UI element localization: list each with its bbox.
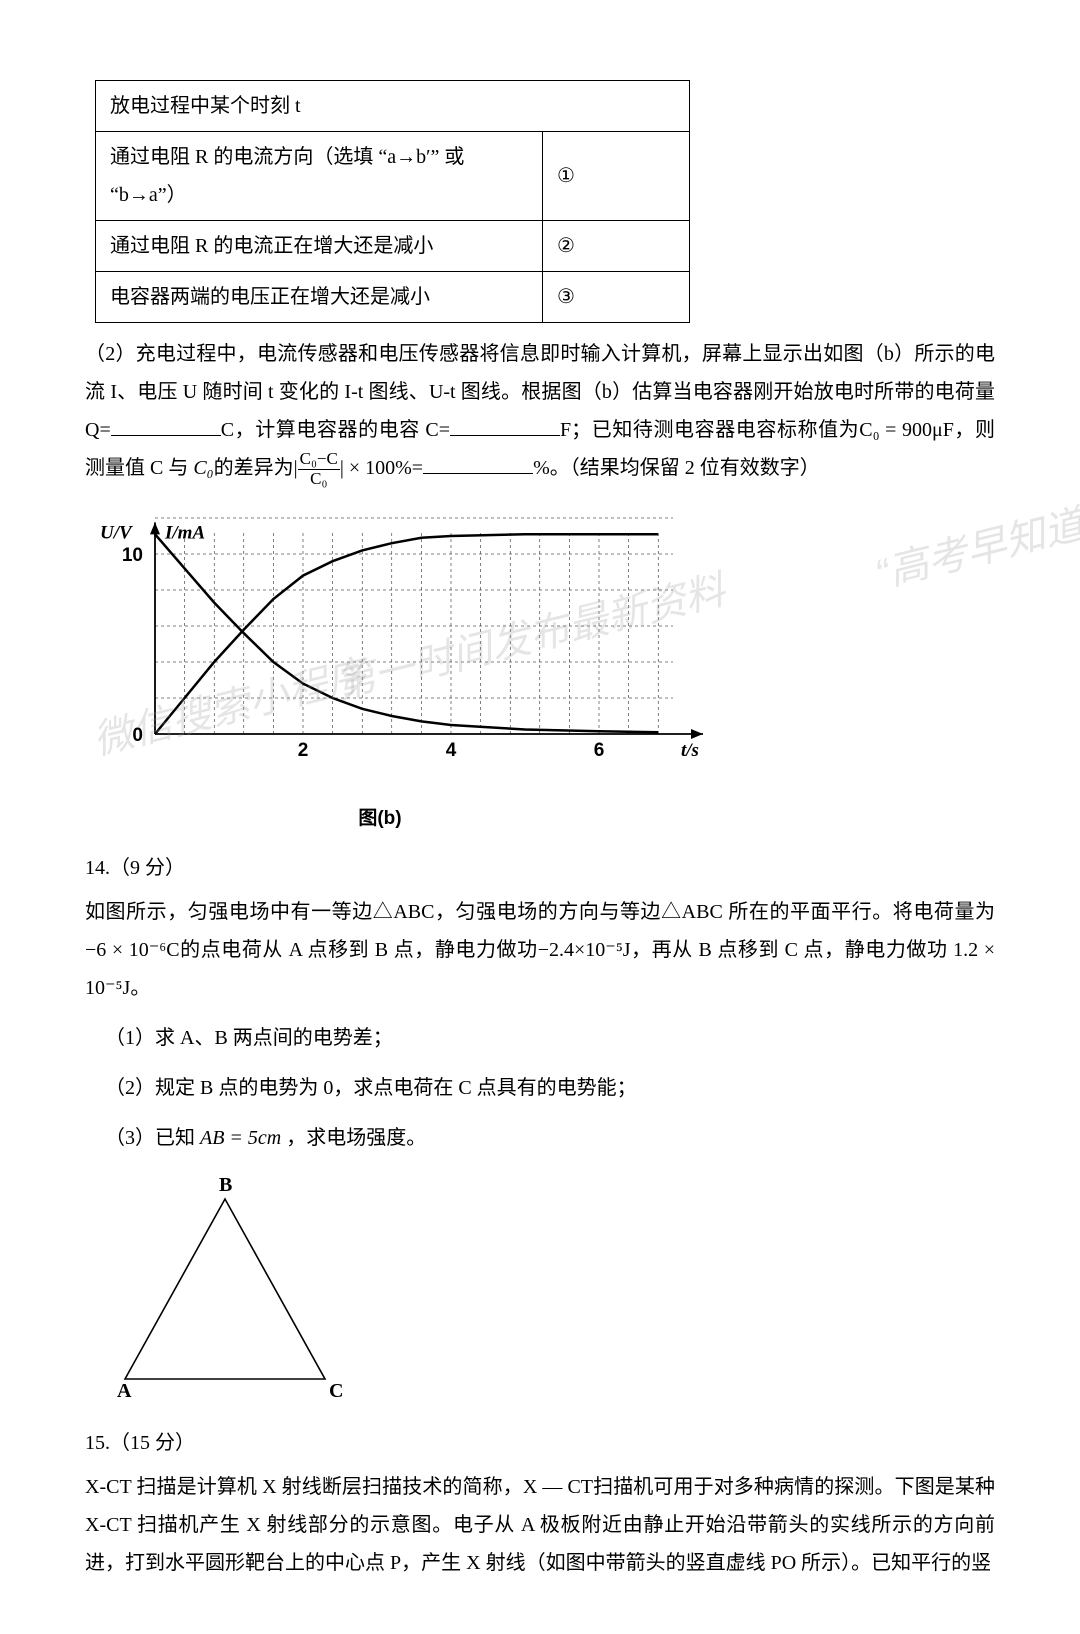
svg-text:t/s: t/s — [681, 740, 699, 761]
text: | × 100%= — [340, 457, 423, 479]
table-cell: 通过电阻 R 的电流方向（选填 “a→b′” 或 “b→a”） — [96, 132, 543, 221]
chart-figure-b: 246010U/VI/mAt/s 图(b) — [85, 504, 995, 837]
svg-text:A: A — [117, 1380, 132, 1399]
text: AB = 5cm — [200, 1127, 281, 1149]
question-15-heading: 15.（15 分） — [85, 1424, 995, 1462]
question-14-sub1: （1）求 A、B 两点间的电势差； — [85, 1019, 995, 1057]
table-cell: ③ — [543, 272, 690, 323]
svg-text:4: 4 — [446, 740, 457, 761]
svg-text:0: 0 — [132, 725, 143, 746]
triangle-svg: A B C — [95, 1169, 355, 1399]
triangle-figure: A B C — [95, 1169, 995, 1412]
text: −6 × 10⁻⁶C的点电荷从 A 点移到 B 点，静电力做功 — [85, 939, 538, 961]
question-14-body: 如图所示，匀强电场中有一等边△ABC，匀强电场的方向与等边△ABC 所在的平面平… — [85, 893, 995, 1007]
fraction-bottom: C₀ — [298, 470, 340, 489]
table-cell: 通过电阻 R 的电流正在增大还是减小 — [96, 221, 543, 272]
text: C₀ — [193, 457, 213, 479]
table-cell: ② — [543, 221, 690, 272]
svg-text:2: 2 — [298, 740, 309, 761]
svg-text:C: C — [329, 1380, 343, 1399]
table-cell: ① — [543, 132, 690, 221]
table-cell: 电容器两端的电压正在增大还是减小 — [96, 272, 543, 323]
question-14-heading: 14.（9 分） — [85, 849, 995, 887]
fill-blank — [111, 415, 221, 436]
svg-text:6: 6 — [594, 740, 605, 761]
svg-text:10: 10 — [122, 545, 143, 566]
svg-text:B: B — [219, 1174, 232, 1196]
text: %。（结果均保留 2 位有效数字） — [533, 457, 820, 479]
discharge-table: 放电过程中某个时刻 t 通过电阻 R 的电流方向（选填 “a→b′” 或 “b→… — [95, 80, 690, 323]
text: ，求电场强度。 — [286, 1127, 426, 1149]
text: −2.4×10⁻⁵ — [538, 939, 623, 961]
question-2-paragraph: （2）充电过程中，电流传感器和电压传感器将信息即时输入计算机，屏幕上显示出如图（… — [85, 335, 995, 489]
svg-text:U/V: U/V — [100, 522, 133, 543]
question-14-sub3: （3）已知 AB = 5cm ，求电场强度。 — [85, 1119, 995, 1157]
text: （3）已知 — [105, 1127, 195, 1149]
question-15-body: X-CT 扫描是计算机 X 射线断层扫描技术的简称，X — CT扫描机可用于对多… — [85, 1468, 995, 1582]
table-header-cell: 放电过程中某个时刻 t — [96, 81, 690, 132]
fill-blank — [423, 453, 533, 474]
question-14-sub2: （2）规定 B 点的电势为 0，求点电荷在 C 点具有的电势能； — [85, 1069, 995, 1107]
text: 如图所示，匀强电场中有一等边△ABC，匀强电场的方向与等边△ABC 所在的平面平… — [85, 901, 995, 923]
chart-caption: 图(b) — [0, 801, 995, 837]
text: C，计算电容器的电容 C= — [221, 419, 450, 441]
svg-text:I/mA: I/mA — [164, 522, 205, 543]
text: 的差异为| — [214, 457, 298, 479]
fill-blank — [450, 415, 560, 436]
fraction-top: C₀−C — [298, 450, 340, 470]
text: J，再从 B 点移到 C 点，静电力做功 — [623, 939, 948, 961]
chart-svg: 2 4 6 0 10U/V I/mA t/s — [85, 504, 725, 784]
